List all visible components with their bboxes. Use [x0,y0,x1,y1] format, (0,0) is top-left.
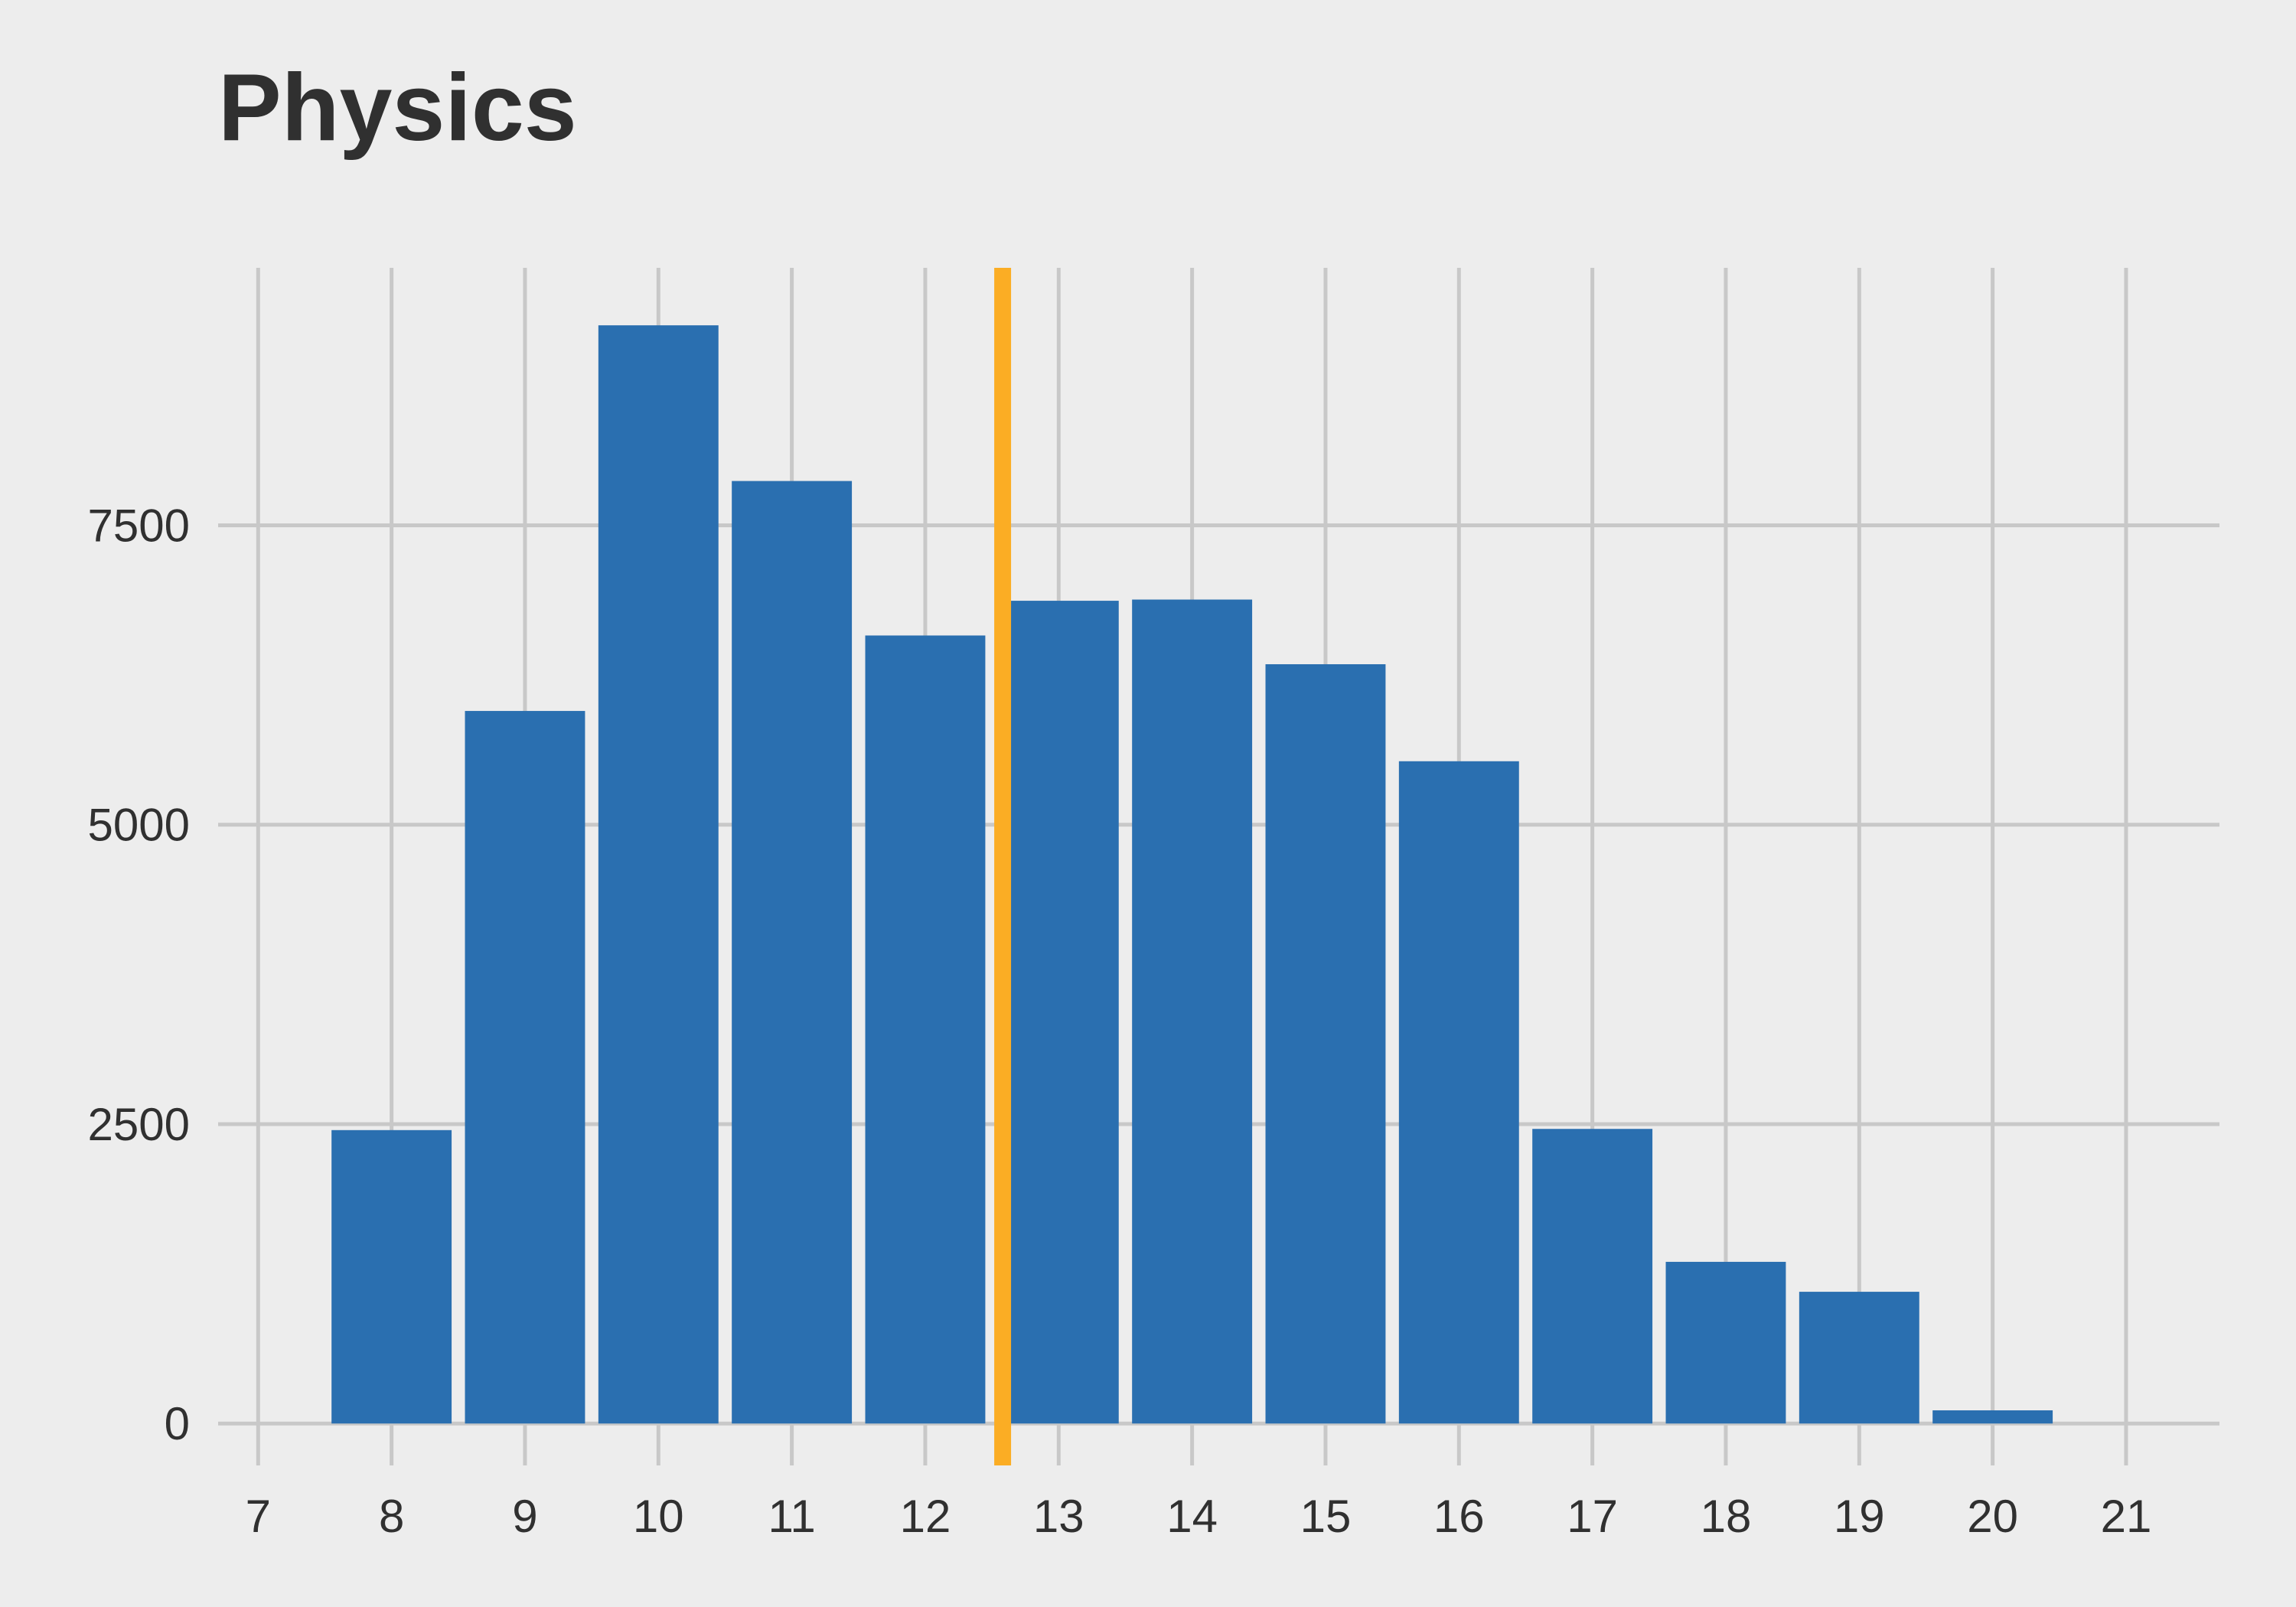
y-tick-label: 2500 [88,1099,190,1150]
x-tick-label: 20 [1967,1491,2018,1542]
bar [1932,1410,2053,1424]
y-tick-label: 0 [165,1398,190,1449]
bar [1398,761,1519,1424]
bar [331,1129,452,1424]
x-tick-label: 14 [1166,1491,1218,1542]
bar [1665,1261,1786,1424]
x-tick-label: 18 [1701,1491,1752,1542]
bar [865,635,986,1424]
x-tick-label: 9 [512,1491,537,1542]
x-tick-label: 15 [1300,1491,1352,1542]
x-tick-label: 10 [633,1491,684,1542]
x-tick-label: 11 [768,1491,815,1542]
y-tick-label: 5000 [88,800,190,851]
bar [732,481,853,1424]
bar [1265,664,1386,1424]
bar [1799,1292,1919,1424]
bar [998,601,1119,1424]
x-tick-label: 13 [1033,1491,1084,1542]
x-tick-label: 17 [1567,1491,1618,1542]
x-tick-label: 12 [900,1491,951,1542]
bar [1532,1129,1653,1424]
bar [1132,599,1253,1424]
x-tick-label: 7 [246,1491,271,1542]
x-tick-label: 16 [1433,1491,1485,1542]
x-tick-label: 8 [379,1491,404,1542]
x-tick-label: 21 [2101,1491,2152,1542]
x-tick-label: 19 [1834,1491,1885,1542]
y-tick-label: 7500 [88,500,190,551]
bar [465,711,585,1424]
chart-title: Physics [218,55,577,161]
bar [598,325,719,1424]
